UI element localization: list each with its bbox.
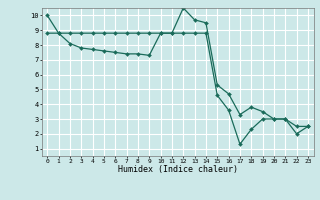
X-axis label: Humidex (Indice chaleur): Humidex (Indice chaleur) — [118, 165, 237, 174]
